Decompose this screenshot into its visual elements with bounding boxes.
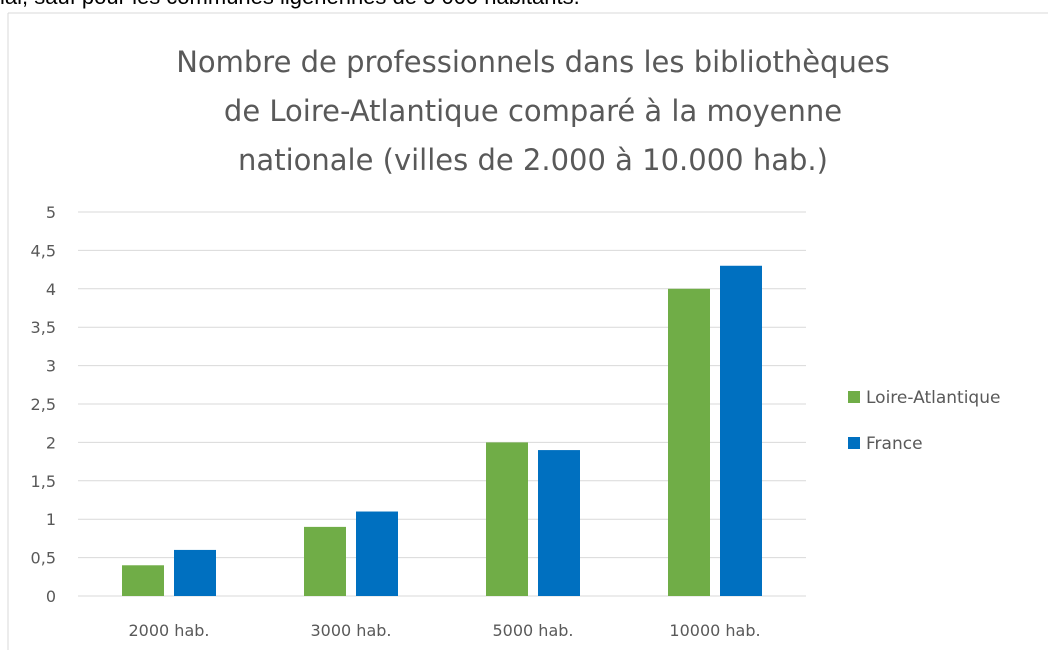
- x-tick-label: 10000 hab.: [669, 621, 760, 640]
- bar: [538, 450, 580, 596]
- y-tick-label: 0: [46, 587, 56, 606]
- y-tick-label: 4,5: [31, 241, 56, 260]
- chart-title: de Loire-Atlantique comparé à la moyenne: [224, 94, 842, 128]
- bar: [304, 526, 346, 596]
- x-tick-label: 3000 hab.: [311, 621, 392, 640]
- x-tick-label: 2000 hab.: [129, 621, 210, 640]
- y-tick-label: 1: [46, 510, 56, 529]
- y-tick-label: 5: [46, 203, 56, 222]
- bar: [486, 442, 528, 596]
- y-tick-label: 4: [46, 280, 56, 299]
- bar: [356, 511, 398, 596]
- y-tick-label: 1,5: [31, 472, 56, 491]
- legend-label: Loire-Atlantique: [866, 388, 1000, 408]
- bar: [174, 549, 216, 596]
- legend-swatch: [848, 437, 860, 449]
- caption: ial, sauf pour les communes ligériennes …: [0, 0, 580, 9]
- chart-title: Nombre de professionnels dans les biblio…: [176, 45, 890, 79]
- y-tick-label: 3,5: [31, 318, 56, 337]
- y-tick-label: 2: [46, 433, 56, 452]
- chart-title: nationale (villes de 2.000 à 10.000 hab.…: [238, 143, 828, 177]
- x-tick-label: 5000 hab.: [493, 621, 574, 640]
- y-tick-label: 2,5: [31, 395, 56, 414]
- bar: [122, 565, 164, 596]
- bar: [668, 288, 710, 596]
- legend-swatch: [848, 391, 860, 403]
- legend-label: France: [866, 434, 923, 454]
- y-tick-label: 3: [46, 357, 56, 376]
- bar: [720, 265, 762, 596]
- y-tick-label: 0,5: [31, 549, 56, 568]
